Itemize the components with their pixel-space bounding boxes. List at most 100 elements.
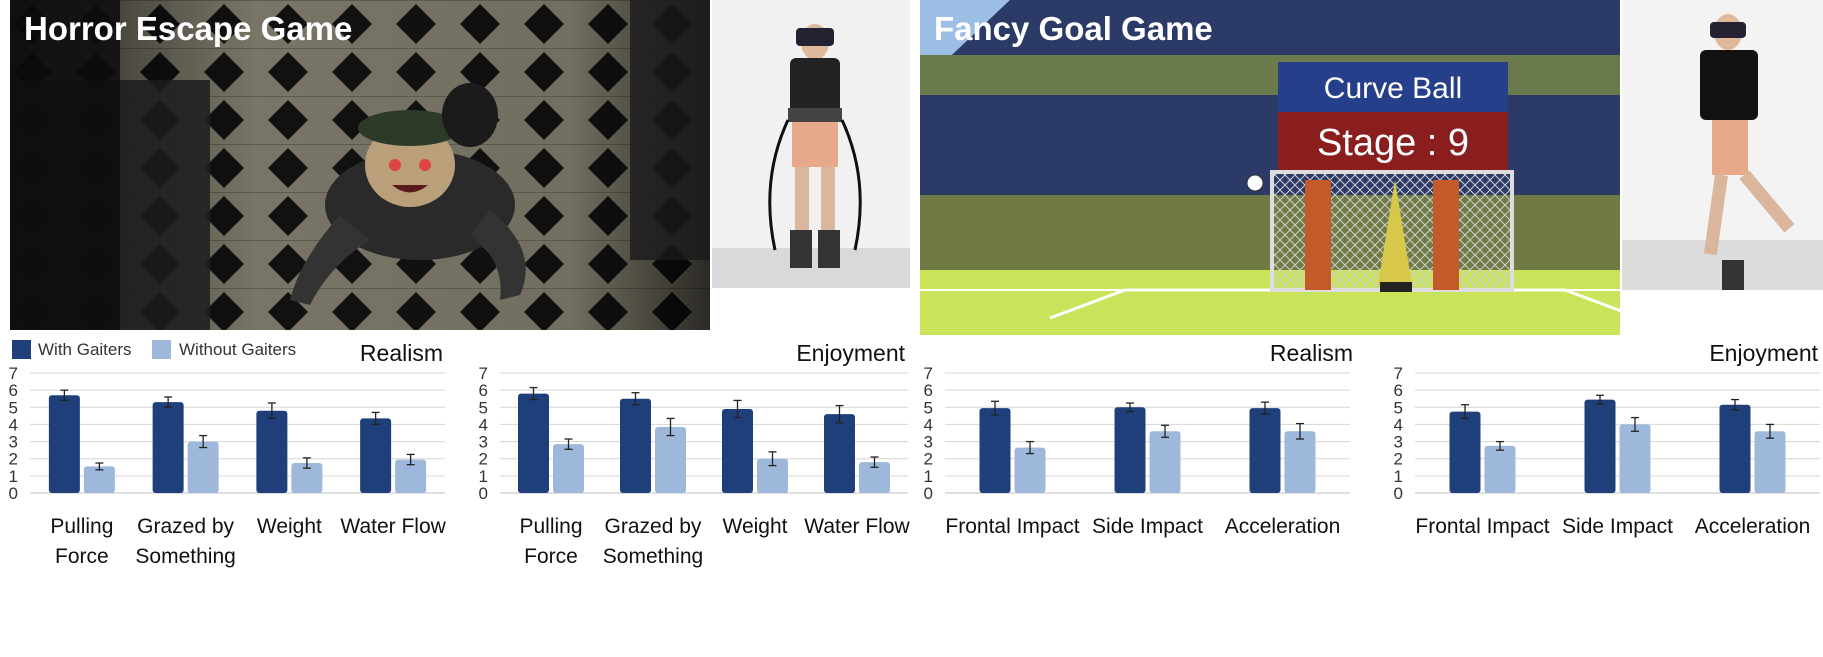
y-tick-label: 4 xyxy=(924,415,933,434)
chart-title: Realism xyxy=(360,340,443,366)
bar-without-gaiters xyxy=(1149,431,1181,493)
bar-with-gaiters xyxy=(1114,407,1146,493)
y-tick-label: 3 xyxy=(9,433,18,452)
bar-with-gaiters xyxy=(1249,408,1281,493)
y-tick-label: 7 xyxy=(924,364,933,383)
bar-without-gaiters xyxy=(757,458,788,493)
y-tick-label: 1 xyxy=(924,467,933,486)
horror-player-photo xyxy=(712,0,910,288)
bar-without-gaiters xyxy=(83,466,115,493)
y-tick-label: 0 xyxy=(1394,484,1403,503)
category-label: Water Flow xyxy=(804,515,910,538)
bar-with-gaiters xyxy=(1449,411,1481,493)
bar-charts: With Gaiters Without Gaiters Realism0123… xyxy=(9,340,1820,568)
y-tick-label: 7 xyxy=(9,364,18,383)
bar-without-gaiters xyxy=(859,462,890,493)
bar-without-gaiters xyxy=(1284,431,1316,493)
category-label: Something xyxy=(135,545,235,568)
y-tick-label: 5 xyxy=(1394,398,1403,417)
y-tick-label: 7 xyxy=(1394,364,1403,383)
y-tick-label: 0 xyxy=(9,484,18,503)
legend: With Gaiters Without Gaiters xyxy=(12,340,296,359)
category-label: Side Impact xyxy=(1092,515,1203,538)
bar-with-gaiters xyxy=(360,418,392,493)
bar-without-gaiters xyxy=(1014,447,1046,493)
category-label: Acceleration xyxy=(1225,515,1341,538)
category-label: Water Flow xyxy=(340,515,446,538)
y-tick-label: 4 xyxy=(479,415,488,434)
legend-swatch-with-gaiters xyxy=(12,340,31,359)
category-label: Frontal Impact xyxy=(1415,515,1549,538)
bar-with-gaiters xyxy=(152,402,184,493)
legend-label-without-gaiters: Without Gaiters xyxy=(179,340,296,359)
y-tick-label: 6 xyxy=(1394,381,1403,400)
y-tick-label: 7 xyxy=(479,364,488,383)
bar-without-gaiters xyxy=(553,444,584,493)
y-tick-label: 3 xyxy=(924,433,933,452)
category-label: Acceleration xyxy=(1695,515,1811,538)
category-label: Force xyxy=(55,545,109,568)
y-tick-label: 1 xyxy=(9,467,18,486)
y-tick-label: 4 xyxy=(9,415,18,434)
zombie-creature-figure xyxy=(290,83,526,305)
y-tick-label: 2 xyxy=(924,450,933,469)
legend-swatch-without-gaiters xyxy=(152,340,171,359)
bar-without-gaiters xyxy=(187,441,219,493)
y-tick-label: 3 xyxy=(1394,433,1403,452)
category-label: Frontal Impact xyxy=(945,515,1079,538)
scoreboard-line2: Stage : 9 xyxy=(1317,122,1469,164)
bar-without-gaiters xyxy=(1754,431,1786,493)
y-tick-label: 5 xyxy=(479,398,488,417)
bar-with-gaiters xyxy=(48,395,80,493)
bar-with-gaiters xyxy=(620,398,651,493)
goal-game-scene: Curve Ball Stage : 9 xyxy=(920,0,1641,335)
y-tick-label: 2 xyxy=(1394,450,1403,469)
y-tick-label: 4 xyxy=(1394,415,1403,434)
category-label: Grazed by xyxy=(137,515,234,538)
bar-without-gaiters xyxy=(291,463,323,493)
y-tick-label: 6 xyxy=(9,381,18,400)
bar-with-gaiters xyxy=(518,393,549,493)
category-label: Weight xyxy=(723,515,788,538)
y-tick-label: 3 xyxy=(479,433,488,452)
goal-game-title: Fancy Goal Game xyxy=(934,10,1213,47)
y-tick-label: 2 xyxy=(479,450,488,469)
y-tick-label: 1 xyxy=(479,467,488,486)
scoreboard-line1: Curve Ball xyxy=(1324,72,1462,105)
chart-title: Realism xyxy=(1270,340,1353,366)
y-tick-label: 0 xyxy=(924,484,933,503)
bar-with-gaiters xyxy=(256,410,288,493)
bar-with-gaiters xyxy=(1584,399,1616,493)
goal-player-photo xyxy=(1622,0,1823,290)
horror-game-scene xyxy=(10,0,710,330)
y-tick-label: 6 xyxy=(924,381,933,400)
y-tick-label: 6 xyxy=(479,381,488,400)
category-label: Force xyxy=(524,545,578,568)
legend-label-with-gaiters: With Gaiters xyxy=(38,340,132,359)
y-tick-label: 1 xyxy=(1394,467,1403,486)
bar-without-gaiters xyxy=(655,427,686,493)
bar-without-gaiters xyxy=(1484,445,1516,493)
bar-with-gaiters xyxy=(722,409,753,493)
bar-with-gaiters xyxy=(979,408,1011,493)
bar-without-gaiters xyxy=(395,459,427,493)
chart-title: Enjoyment xyxy=(796,340,905,366)
y-tick-label: 2 xyxy=(9,450,18,469)
y-tick-label: 0 xyxy=(479,484,488,503)
bar-without-gaiters xyxy=(1619,424,1651,493)
category-label: Side Impact xyxy=(1562,515,1673,538)
category-label: Weight xyxy=(257,515,322,538)
category-label: Pulling xyxy=(50,515,113,538)
category-label: Pulling xyxy=(519,515,582,538)
y-tick-label: 5 xyxy=(9,398,18,417)
y-tick-label: 5 xyxy=(924,398,933,417)
category-label: Grazed by xyxy=(605,515,702,538)
bar-with-gaiters xyxy=(824,414,855,493)
game-screenshots: Curve Ball Stage : 9 Horror Escape Game … xyxy=(10,0,1823,335)
category-label: Something xyxy=(603,545,703,568)
chart-title: Enjoyment xyxy=(1709,340,1818,366)
